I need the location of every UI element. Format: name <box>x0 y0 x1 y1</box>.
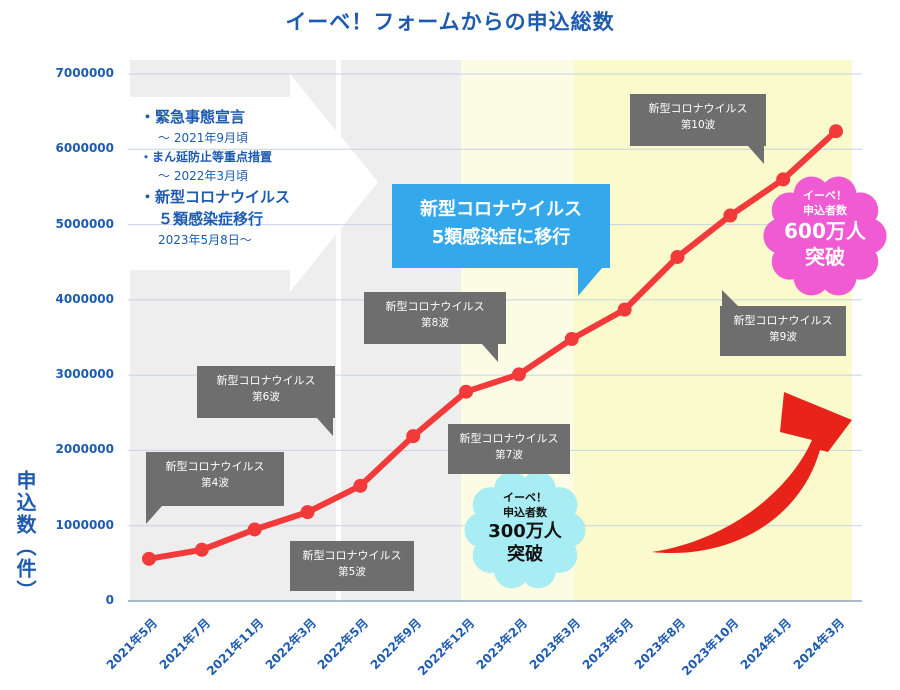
wave5-title: 新型コロナウイルス <box>302 549 402 562</box>
wave9-title: 新型コロナウイルス <box>733 314 833 327</box>
data-point <box>142 551 156 566</box>
y-tick-label: 7000000 <box>55 66 114 80</box>
badge-300-line3: 300万人 <box>488 521 562 542</box>
badge-300-line4: 突破 <box>507 544 543 565</box>
notes-arrow <box>130 74 378 292</box>
wave6-title: 新型コロナウイルス <box>216 374 316 387</box>
badge-600-line2: 申込者数 <box>803 204 847 217</box>
note-emergency: ・緊急事態宣言 <box>140 108 246 126</box>
data-point <box>194 542 209 557</box>
badge-300-line2: 申込者数 <box>503 506 547 519</box>
y-tick-label: 6000000 <box>55 141 114 156</box>
wave8-title: 新型コロナウイルス <box>385 300 485 313</box>
badge-core <box>478 483 572 577</box>
wave4-callout: 新型コロナウイルス 第4波 <box>146 452 284 524</box>
series-line <box>148 129 839 562</box>
data-point <box>247 522 262 537</box>
note-emergency-date: 〜 2021年9月頃 <box>158 131 248 145</box>
badge-600-line4: 突破 <box>805 245 845 269</box>
note-manbou-date: 〜 2022年3月頃 <box>158 169 248 183</box>
growth-arrow <box>652 392 852 554</box>
wave5-callout: 新型コロナウイルス 第5波 <box>290 541 414 591</box>
wave6-label: 第6波 <box>252 391 280 403</box>
badge-600-text: イーベ！ 申込者数 600万人 突破 <box>770 188 880 270</box>
data-point <box>776 172 791 187</box>
data-point <box>353 478 368 493</box>
y-axis-label: 申込数（件） <box>13 470 37 602</box>
y-tick-label: 1000000 <box>55 517 114 532</box>
y-tick-label: 2000000 <box>55 442 114 457</box>
badge-core <box>777 188 873 284</box>
data-point <box>723 208 738 223</box>
data-point <box>829 124 843 139</box>
note-covid: ・新型コロナウイルス <box>140 188 291 206</box>
y-tick-label: 5000000 <box>55 216 114 231</box>
wave10-title: 新型コロナウイルス <box>648 102 748 115</box>
class5-transition-box: 新型コロナウイルス 5類感染症に移行 <box>392 184 610 296</box>
badge-600-line1: イーベ！ <box>803 189 847 202</box>
data-point <box>564 332 579 347</box>
wave10-callout: 新型コロナウイルス 第10波 <box>630 94 766 164</box>
wave8-callout: 新型コロナウイルス 第8波 <box>364 292 506 362</box>
data-point <box>300 505 315 520</box>
note-manbou: ・まん延防止等重点措置 <box>140 150 273 164</box>
wave5-label: 第5波 <box>338 566 366 578</box>
y-tick-label: 3000000 <box>55 367 114 382</box>
wave7-label: 第7波 <box>495 449 523 461</box>
wave7-callout: 新型コロナウイルス 第7波 <box>448 424 570 474</box>
wave10-label: 第10波 <box>680 119 716 131</box>
y-tick-label: 4000000 <box>55 291 114 306</box>
data-point <box>406 429 421 444</box>
note-class5-date: 2023年5月8日〜 <box>158 233 252 247</box>
data-point <box>511 367 526 382</box>
event-notes: ・緊急事態宣言 〜 2021年9月頃 ・まん延防止等重点措置 〜 2022年3月… <box>140 106 340 250</box>
class5-box-line1: 新型コロナウイルス <box>420 199 582 220</box>
wave9-label: 第9波 <box>769 331 797 343</box>
y-tick-label: 0 <box>105 593 114 607</box>
note-class5: ５類感染症移行 <box>158 210 264 228</box>
badge-300-line1: イーベ！ <box>503 491 547 504</box>
chart-title: イーベ！フォームからの申込総数 <box>285 10 615 34</box>
badge-300 <box>464 471 586 589</box>
wave8-label: 第8波 <box>421 317 449 329</box>
badge-600-line3: 600万人 <box>784 219 866 243</box>
badge-300-text: イーベ！ 申込者数 300万人 突破 <box>470 490 580 566</box>
wave7-title: 新型コロナウイルス <box>459 432 559 445</box>
data-point <box>670 249 685 264</box>
wave4-title: 新型コロナウイルス <box>165 460 265 473</box>
wave6-callout: 新型コロナウイルス 第6波 <box>197 366 335 436</box>
wave9-callout: 新型コロナウイルス 第9波 <box>720 290 846 356</box>
badge-600 <box>763 176 887 296</box>
class5-box-line2: 5類感染症に移行 <box>431 227 571 248</box>
data-point <box>617 302 632 317</box>
wave4-label: 第4波 <box>201 477 229 489</box>
data-point <box>459 384 474 399</box>
